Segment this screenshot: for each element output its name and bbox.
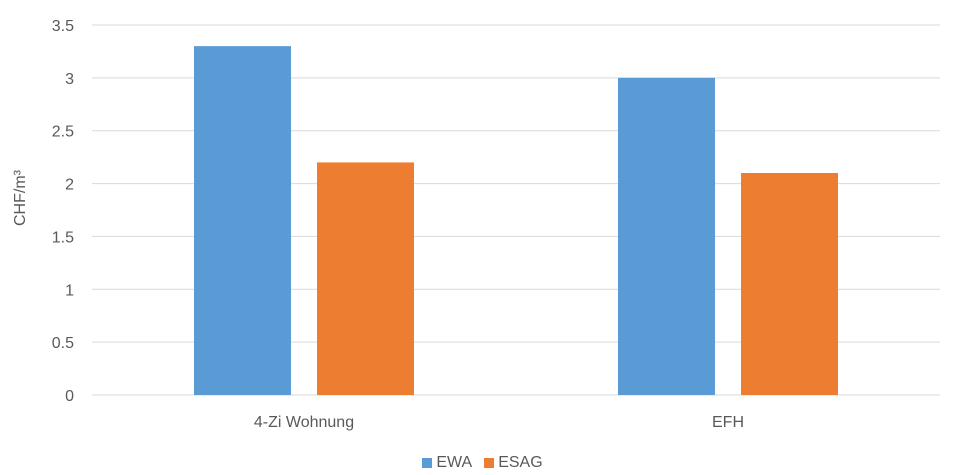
legend-label-ewa: EWA (436, 454, 473, 471)
y-axis-label: CHF/m³ (12, 170, 30, 226)
y-axis-label-wrap: CHF/m³ (6, 0, 36, 396)
legend-label-esag: ESAG (498, 454, 543, 471)
y-tick-label: 1 (65, 282, 74, 299)
y-axis-ticks: 0 0.5 1 1.5 2 2.5 3 3.5 (52, 18, 74, 405)
y-tick-label: 3 (65, 71, 74, 88)
legend: EWA ESAG (0, 452, 965, 474)
y-tick-label: 3.5 (52, 18, 74, 35)
x-axis-categories: 4-Zi Wohnung EFH (254, 414, 744, 431)
y-tick-label: 1.5 (52, 229, 74, 246)
bar-ewa-2 (618, 77, 715, 395)
x-category-label: EFH (712, 414, 744, 431)
y-tick-label: 0 (65, 388, 74, 405)
bar-chart: 0 0.5 1 1.5 2 2.5 3 3.5 4-Zi Wohnung EFH (52, 18, 940, 431)
legend-item-esag: ESAG (484, 454, 543, 472)
bar-esag-1 (317, 162, 414, 395)
bar-ewa-1 (194, 46, 291, 396)
bar-esag-2 (741, 173, 838, 395)
bars (194, 46, 838, 396)
legend-swatch-ewa (422, 458, 433, 468)
x-category-label: 4-Zi Wohnung (254, 414, 354, 431)
y-tick-label: 2.5 (52, 124, 74, 141)
y-tick-label: 2 (65, 177, 74, 194)
legend-swatch-esag (484, 458, 495, 468)
legend-item-ewa: EWA (422, 454, 472, 472)
y-tick-label: 0.5 (52, 335, 74, 352)
